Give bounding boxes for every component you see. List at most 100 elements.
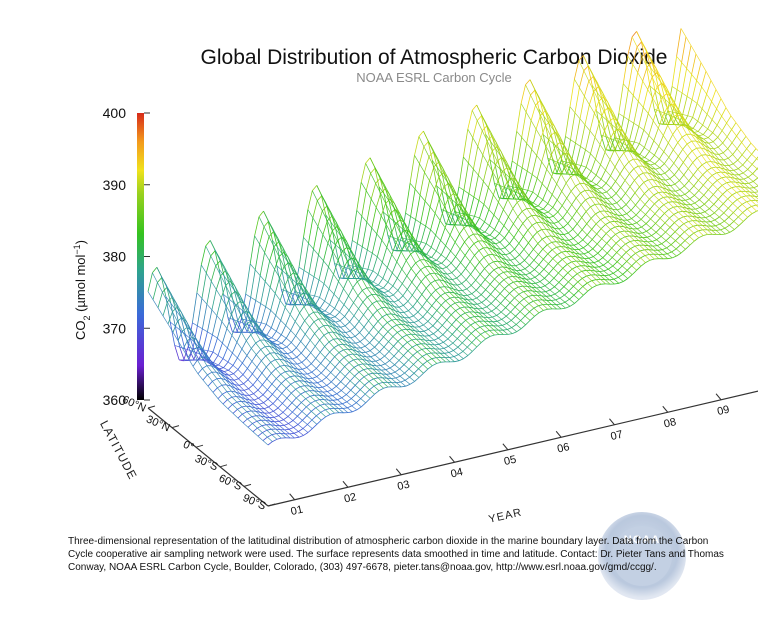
surface-latitude-line (531, 222, 537, 226)
surface-latitude-line (549, 222, 554, 224)
surface-latitude-line (468, 137, 474, 164)
surface-latitude-line (315, 399, 320, 402)
surface-latitude-line (402, 334, 407, 338)
surface-latitude-line (282, 407, 288, 413)
surface-latitude-line (572, 266, 577, 270)
surface-latitude-line (287, 402, 293, 409)
surface-latitude-line (592, 285, 597, 289)
surface-year-line (254, 235, 375, 395)
z-tick-label: 360 (103, 392, 127, 408)
surface-latitude-line (575, 146, 581, 165)
surface-latitude-line (342, 401, 347, 405)
surface-latitude-line (652, 245, 658, 247)
surface-latitude-line (362, 287, 368, 291)
surface-latitude-line (447, 278, 453, 280)
surface-latitude-line (508, 223, 514, 232)
surface-latitude-line (751, 148, 757, 155)
surface-latitude-line (707, 184, 714, 191)
surface-latitude-line (561, 307, 566, 310)
surface-latitude-line (724, 224, 730, 229)
surface-latitude-line (327, 389, 332, 392)
surface-latitude-line (696, 62, 702, 81)
surface-latitude-line (478, 312, 483, 314)
surface-latitude-line (537, 295, 542, 297)
surface-latitude-line (241, 400, 246, 403)
surface-latitude-line (299, 306, 305, 314)
surface-latitude-line (291, 397, 297, 404)
surface-latitude-line (676, 252, 682, 257)
surface-latitude-line (420, 201, 426, 223)
surface-latitude-line (650, 163, 656, 166)
surface-latitude-line (413, 368, 419, 374)
surface-latitude-line (535, 100, 541, 106)
surface-latitude-line (463, 163, 469, 191)
surface-latitude-line (671, 103, 677, 107)
surface-latitude-line (340, 376, 346, 382)
surface-latitude-line (465, 311, 470, 314)
surface-latitude-line (288, 427, 294, 430)
year-tick-label: 03 (396, 479, 411, 493)
surface-latitude-line (562, 264, 568, 269)
surface-latitude-line (210, 265, 217, 282)
surface-latitude-line (720, 233, 726, 235)
surface-latitude-line (375, 359, 381, 362)
surface-latitude-line (281, 388, 287, 394)
surface-latitude-line (458, 351, 464, 355)
surface-latitude-line (325, 414, 331, 418)
surface-latitude-line (446, 262, 452, 268)
surface-latitude-line (258, 210, 264, 217)
surface-latitude-line (455, 248, 461, 257)
surface-latitude-line (504, 231, 510, 239)
surface-latitude-line (343, 278, 349, 289)
surface-latitude-line (201, 273, 207, 299)
surface-latitude-line (618, 128, 623, 132)
year-tick (449, 455, 455, 463)
surface-latitude-line (551, 299, 556, 301)
surface-latitude-line (571, 197, 577, 205)
surface-latitude-line (513, 286, 519, 290)
surface-latitude-line (289, 303, 295, 315)
surface-latitude-line (291, 388, 296, 394)
surface-latitude-line (458, 293, 464, 296)
surface-latitude-line (330, 412, 335, 415)
surface-latitude-line (435, 286, 441, 291)
surface-latitude-line (276, 265, 282, 290)
surface-latitude-line (315, 352, 321, 359)
surface-latitude-line (719, 163, 725, 166)
surface-latitude-line (466, 285, 472, 290)
surface-latitude-line (524, 303, 530, 308)
surface-latitude-line (433, 337, 439, 341)
surface-year-line (436, 185, 557, 310)
surface-latitude-line (440, 227, 446, 241)
surface-latitude-line (431, 357, 437, 360)
surface-latitude-line (582, 275, 587, 279)
surface-latitude-line (516, 137, 523, 165)
surface-latitude-line (689, 232, 695, 237)
surface-latitude-line (265, 310, 272, 325)
surface-latitude-line (242, 322, 248, 333)
z-axis-colorbar (137, 113, 144, 400)
surface-latitude-line (648, 120, 654, 136)
surface-latitude-line (275, 365, 281, 370)
surface-latitude-line (216, 371, 221, 375)
surface-latitude-line (395, 314, 401, 317)
surface-latitude-line (660, 222, 666, 229)
surface-latitude-line (583, 290, 589, 296)
surface-latitude-line (481, 125, 487, 131)
surface-latitude-line (303, 243, 309, 271)
surface-latitude-line (738, 212, 743, 218)
year-tick-label: 06 (556, 441, 571, 455)
surface-latitude-line (544, 273, 550, 279)
surface-latitude-line (523, 229, 529, 237)
surface-latitude-line (298, 428, 304, 432)
surface-latitude-line (398, 305, 404, 308)
surface-latitude-line (516, 103, 522, 132)
surface-latitude-line (622, 55, 629, 84)
surface-latitude-line (731, 122, 737, 130)
surface-latitude-line (267, 219, 273, 241)
surface-latitude-line (553, 130, 559, 149)
surface-latitude-line (536, 137, 542, 156)
surface-latitude-line (320, 357, 326, 364)
surface-year-line (587, 64, 708, 235)
surface-latitude-line (542, 203, 549, 210)
